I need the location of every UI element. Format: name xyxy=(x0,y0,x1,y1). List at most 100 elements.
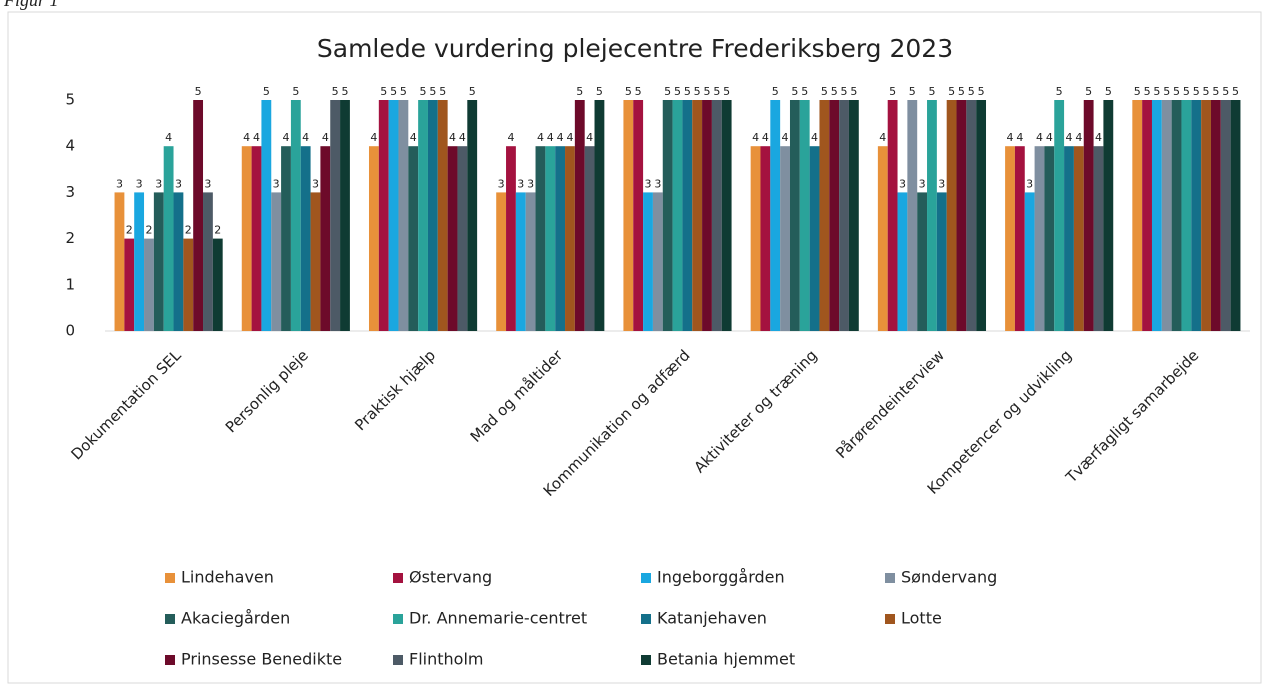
bar xyxy=(1151,100,1162,331)
bar xyxy=(555,146,566,331)
legend-swatch xyxy=(165,655,175,665)
bar xyxy=(1073,146,1084,331)
data-label: 4 xyxy=(370,131,377,144)
data-label: 2 xyxy=(126,224,133,237)
bar xyxy=(692,100,703,331)
bar xyxy=(1230,100,1241,331)
bar xyxy=(330,100,341,331)
bar xyxy=(936,192,947,331)
bar xyxy=(515,192,526,331)
legend-swatch xyxy=(885,614,895,624)
data-label: 3 xyxy=(312,177,319,190)
data-label: 5 xyxy=(263,85,270,98)
data-label: 4 xyxy=(1007,131,1014,144)
data-label: 4 xyxy=(283,131,290,144)
bar xyxy=(457,146,468,331)
bar xyxy=(261,100,272,331)
bar xyxy=(789,100,800,331)
bar xyxy=(173,192,184,331)
data-label: 4 xyxy=(1075,131,1082,144)
data-label: 5 xyxy=(713,85,720,98)
bar xyxy=(535,146,546,331)
bar xyxy=(1005,146,1015,331)
data-label: 5 xyxy=(635,85,642,98)
data-label: 4 xyxy=(586,131,593,144)
legend-label: Betania hjemmet xyxy=(657,650,795,669)
data-label: 4 xyxy=(322,131,329,144)
bar xyxy=(241,146,252,331)
data-label: 5 xyxy=(723,85,730,98)
bar xyxy=(545,146,556,331)
bar xyxy=(711,100,722,331)
bar xyxy=(1044,146,1055,331)
bar xyxy=(976,100,987,331)
data-label: 3 xyxy=(155,177,162,190)
bar xyxy=(153,192,164,331)
data-label: 5 xyxy=(1105,85,1112,98)
bar xyxy=(300,146,311,331)
bar xyxy=(927,100,937,331)
bar xyxy=(144,238,154,331)
legend-swatch xyxy=(641,614,651,624)
data-label: 5 xyxy=(889,85,896,98)
data-label: 5 xyxy=(958,85,965,98)
bar xyxy=(1142,100,1152,331)
data-label: 5 xyxy=(341,85,348,98)
data-label: 4 xyxy=(1016,131,1023,144)
bar xyxy=(623,100,634,331)
bar xyxy=(290,100,301,331)
bar xyxy=(887,100,898,331)
data-label: 5 xyxy=(332,85,339,98)
data-label: 5 xyxy=(1183,85,1190,98)
data-label: 4 xyxy=(1065,131,1072,144)
bar xyxy=(251,146,262,331)
data-label: 4 xyxy=(879,131,886,144)
data-label: 4 xyxy=(449,131,456,144)
data-label: 5 xyxy=(684,85,691,98)
legend-swatch xyxy=(165,573,175,583)
data-label: 5 xyxy=(1163,85,1170,98)
data-label: 4 xyxy=(1095,131,1102,144)
legend-label: Østervang xyxy=(409,568,492,587)
bar xyxy=(633,100,644,331)
y-tick-label: 5 xyxy=(65,91,75,109)
bar xyxy=(565,146,575,331)
data-label: 2 xyxy=(185,224,192,237)
bar xyxy=(212,238,223,331)
data-label: 5 xyxy=(772,85,779,98)
legend-swatch xyxy=(885,573,895,583)
data-label: 4 xyxy=(557,131,564,144)
bar xyxy=(193,100,204,331)
legend-label: Lotte xyxy=(901,609,942,628)
bar xyxy=(1210,100,1221,331)
bar xyxy=(662,100,673,331)
y-tick-label: 2 xyxy=(65,229,75,247)
bar xyxy=(1024,192,1035,331)
data-label: 5 xyxy=(703,85,710,98)
data-label: 3 xyxy=(498,177,505,190)
y-tick-label: 1 xyxy=(65,275,75,293)
bar xyxy=(946,100,957,331)
bar xyxy=(310,192,321,331)
bar xyxy=(643,192,653,331)
data-label: 5 xyxy=(576,85,583,98)
bar xyxy=(398,100,409,331)
data-label: 3 xyxy=(136,177,143,190)
legend-label: Lindehaven xyxy=(181,568,274,587)
data-label: 5 xyxy=(429,85,436,98)
bar xyxy=(134,192,145,331)
y-tick-label: 3 xyxy=(65,183,75,201)
bar xyxy=(760,146,771,331)
data-label: 5 xyxy=(1232,85,1239,98)
bar xyxy=(1103,100,1114,331)
bar xyxy=(183,238,194,331)
legend-swatch xyxy=(393,655,403,665)
bar xyxy=(848,100,859,331)
bar xyxy=(467,100,478,331)
data-label: 3 xyxy=(938,177,945,190)
data-label: 5 xyxy=(850,85,857,98)
data-label: 5 xyxy=(694,85,701,98)
data-label: 3 xyxy=(517,177,524,190)
figure-caption: Figur 1 xyxy=(3,0,59,10)
